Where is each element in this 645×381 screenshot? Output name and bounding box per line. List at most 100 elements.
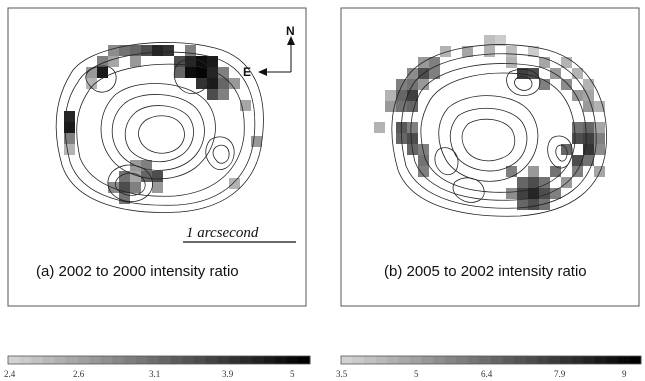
ratio-pixel — [495, 35, 506, 46]
colorbar-segment — [491, 356, 504, 364]
colorbar-segment — [19, 356, 32, 364]
ratio-pixel — [163, 45, 174, 56]
ratio-pixel — [152, 182, 163, 193]
ratio-pixel — [385, 101, 396, 112]
ratio-pixel — [407, 101, 418, 112]
ratio-pixel — [396, 79, 407, 90]
colorbar-segment — [444, 356, 457, 364]
ratio-pixel — [517, 177, 528, 188]
ratio-pixel — [484, 35, 495, 46]
colorbar-a-tick-4: 5 — [290, 369, 295, 379]
ratio-pixel — [396, 101, 407, 112]
colorbar-b-tick-1: 5 — [414, 369, 419, 379]
ratio-pixel — [185, 67, 196, 78]
colorbar-segment — [275, 356, 288, 364]
ratio-pixel — [528, 166, 539, 177]
colorbar-b-tick-4: 9 — [622, 369, 627, 379]
ratio-pixel — [152, 45, 163, 56]
ratio-pixel — [141, 45, 152, 56]
colorbar-a: 2.4 2.6 3.1 3.9 5 — [4, 355, 311, 379]
ratio-pixel — [572, 166, 583, 177]
colorbar-segment — [410, 356, 423, 364]
ratio-pixel — [218, 89, 229, 100]
ratio-pixel — [185, 56, 196, 67]
colorbar-segment — [421, 356, 434, 364]
ratio-pixel — [407, 122, 418, 133]
colorbar-segment — [182, 356, 195, 364]
ratio-pixel — [174, 56, 185, 67]
ratio-pixel — [506, 188, 517, 199]
colorbar-segment — [548, 356, 561, 364]
ratio-pixel — [108, 45, 119, 56]
colorbar-segment — [560, 356, 573, 364]
ratio-pixel — [550, 188, 561, 199]
colorbar-segment — [112, 356, 125, 364]
ratio-pixel — [539, 188, 550, 199]
ratio-pixel — [572, 133, 583, 144]
panel-b-caption: (b) 2005 to 2002 intensity ratio — [384, 263, 587, 280]
ratio-pixel — [594, 144, 605, 155]
ratio-pixel — [119, 171, 130, 182]
ratio-pixel — [108, 182, 119, 193]
panel-b: (b) 2005 to 2002 intensity ratio — [340, 7, 640, 307]
ratio-pixel — [583, 90, 594, 101]
ratio-pixel — [141, 160, 152, 171]
ratio-pixel — [229, 178, 240, 189]
ratio-pixel — [561, 79, 572, 90]
ratio-pixel — [429, 57, 440, 68]
ratio-pixel — [64, 133, 75, 144]
ratio-pixel — [506, 57, 517, 68]
panel-a-ratio-map — [64, 45, 262, 204]
ratio-pixel — [374, 122, 385, 133]
ratio-pixel — [517, 68, 528, 79]
panel-a: N E 1 arcsecond (a) 2002 to 2000 intensi… — [7, 7, 307, 307]
ratio-pixel — [174, 67, 185, 78]
panel-b-ratio-map — [374, 35, 605, 210]
colorbar-a-tick-2: 3.1 — [149, 369, 160, 379]
ratio-pixel — [130, 171, 141, 182]
ratio-pixel — [97, 67, 108, 78]
colorbar-segment — [205, 356, 218, 364]
colorbar-segment — [606, 356, 619, 364]
ratio-pixel — [207, 89, 218, 100]
colorbar-segment — [352, 356, 365, 364]
ratio-pixel — [152, 171, 163, 182]
ratio-pixel — [572, 68, 583, 79]
ratio-pixel — [130, 56, 141, 67]
ratio-pixel — [86, 78, 97, 89]
ratio-pixel — [97, 56, 108, 67]
colorbar-segment — [525, 356, 538, 364]
colorbar-segment — [298, 356, 311, 364]
colorbar-b-tick-3: 7.9 — [554, 369, 566, 379]
scale-bar: 1 arcsecond — [183, 225, 296, 243]
colorbar-segment — [77, 356, 90, 364]
colorbar-a-tick-3: 3.9 — [222, 369, 234, 379]
ratio-pixel — [418, 155, 429, 166]
colorbar-segment — [251, 356, 265, 364]
ratio-pixel — [594, 166, 605, 177]
colorbar-segment — [147, 356, 160, 364]
ratio-pixel — [240, 100, 251, 111]
ratio-pixel — [119, 45, 130, 56]
colorbar-b-tick-0: 3.5 — [336, 369, 348, 379]
panel-a-contours — [55, 42, 264, 213]
colorbar-segment — [159, 356, 172, 364]
ratio-pixel — [594, 133, 605, 144]
ratio-pixel — [528, 188, 539, 199]
scale-bar-label: 1 arcsecond — [186, 225, 259, 241]
colorbar-segment — [124, 356, 137, 364]
ratio-pixel — [229, 78, 240, 89]
ratio-pixel — [207, 78, 218, 89]
ratio-pixel — [418, 166, 429, 177]
ratio-pixel — [407, 133, 418, 144]
ratio-pixel — [506, 166, 517, 177]
colorbar-segment — [594, 356, 607, 364]
colorbar-segment — [514, 356, 527, 364]
colorbar-segment — [66, 356, 79, 364]
ratio-pixel — [196, 78, 207, 89]
ratio-pixel — [528, 199, 539, 210]
ratio-pixel — [251, 136, 262, 147]
ratio-pixel — [429, 68, 440, 79]
colorbar-segment — [629, 356, 642, 364]
